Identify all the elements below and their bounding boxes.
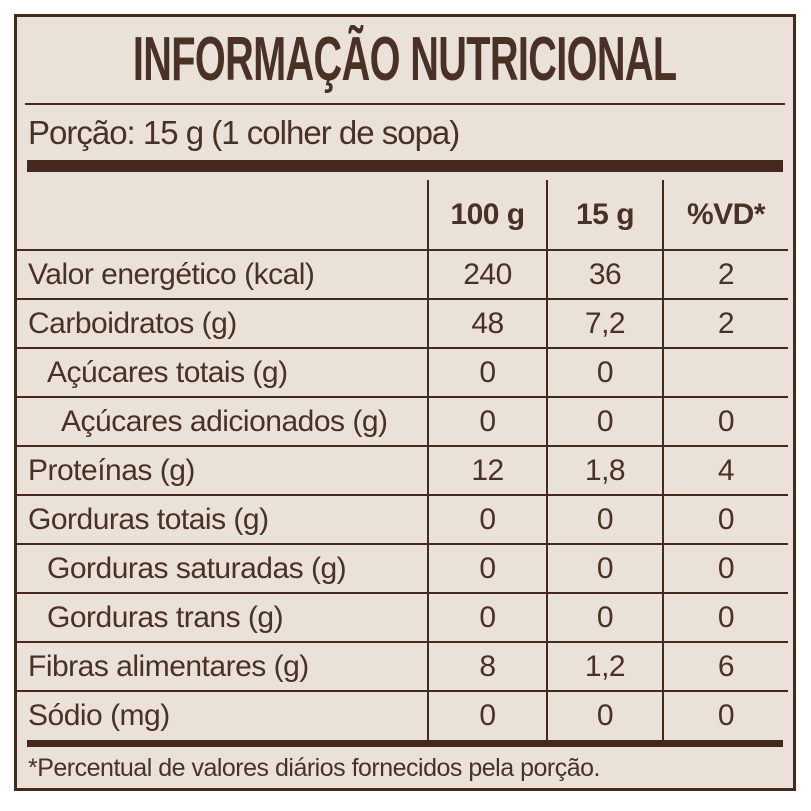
row-label: Gorduras trans (g) xyxy=(17,592,428,642)
value-15g: 0 xyxy=(546,347,663,397)
value-15g: 0 xyxy=(546,494,663,544)
column-header-100g: 100 g xyxy=(427,180,547,250)
table-row: Carboidratos (g) 48 7,2 2 xyxy=(17,298,788,348)
value-100g: 8 xyxy=(427,641,547,691)
label-title: INFORMAÇÃO NUTRICIONAL xyxy=(133,25,677,94)
row-label: Açúcares totais (g) xyxy=(17,347,428,397)
value-vd: 6 xyxy=(662,641,788,691)
value-15g: 1,8 xyxy=(546,445,663,495)
table-row: Valor energético (kcal) 240 36 2 xyxy=(17,249,788,299)
value-vd: 0 xyxy=(662,494,788,544)
label-header: INFORMAÇÃO NUTRICIONAL xyxy=(17,17,793,103)
nutrition-label: INFORMAÇÃO NUTRICIONAL Porção: 15 g (1 c… xyxy=(14,14,796,791)
row-label: Sódio (mg) xyxy=(17,690,428,740)
column-header-empty xyxy=(17,180,428,250)
nutrition-table: 100 g 15 g %VD* Valor energético (kcal) 2… xyxy=(17,180,788,740)
value-100g: 0 xyxy=(427,543,547,593)
row-label: Açúcares adicionados (g) xyxy=(17,396,428,446)
row-label: Gorduras totais (g) xyxy=(17,494,428,544)
table-row: Gorduras totais (g) 0 0 0 xyxy=(17,494,788,544)
column-header-vd: %VD* xyxy=(662,180,788,250)
value-15g: 0 xyxy=(546,690,663,740)
value-100g: 12 xyxy=(427,445,547,495)
table-row: Fibras alimentares (g) 8 1,2 6 xyxy=(17,641,788,691)
value-vd: 0 xyxy=(662,543,788,593)
bottom-thick-bar xyxy=(27,740,783,747)
value-15g: 0 xyxy=(546,543,663,593)
serving-size-text: Porção: 15 g (1 colher de sopa) xyxy=(28,113,460,151)
value-100g: 0 xyxy=(427,592,547,642)
value-vd xyxy=(662,347,788,397)
table-row: Gorduras saturadas (g) 0 0 0 xyxy=(17,543,788,593)
title-divider xyxy=(25,103,785,105)
table-row: Sódio (mg) 0 0 0 xyxy=(17,690,788,740)
table-row: Proteínas (g) 12 1,8 4 xyxy=(17,445,788,495)
value-100g: 0 xyxy=(427,690,547,740)
value-100g: 240 xyxy=(427,249,547,299)
row-label: Valor energético (kcal) xyxy=(17,249,428,299)
table-row: Açúcares totais (g) 0 0 xyxy=(17,347,788,397)
value-15g: 0 xyxy=(546,592,663,642)
footnote: *Percentual de valores diários fornecido… xyxy=(28,753,600,782)
value-vd: 2 xyxy=(662,249,788,299)
value-100g: 0 xyxy=(427,494,547,544)
value-100g: 48 xyxy=(427,298,547,348)
table-row: Gorduras trans (g) 0 0 0 xyxy=(17,592,788,642)
row-label: Carboidratos (g) xyxy=(17,298,428,348)
value-vd: 4 xyxy=(662,445,788,495)
column-header-15g: 15 g xyxy=(546,180,663,250)
value-vd: 2 xyxy=(662,298,788,348)
table-body: Valor energético (kcal) 240 36 2 Carboidrato… xyxy=(17,249,788,740)
value-vd: 0 xyxy=(662,690,788,740)
top-thick-bar xyxy=(27,160,783,172)
value-15g: 7,2 xyxy=(546,298,663,348)
row-label: Gorduras saturadas (g) xyxy=(17,543,428,593)
value-15g: 1,2 xyxy=(546,641,663,691)
value-vd: 0 xyxy=(662,396,788,446)
value-15g: 0 xyxy=(546,396,663,446)
value-100g: 0 xyxy=(427,347,547,397)
value-100g: 0 xyxy=(427,396,547,446)
row-label: Proteínas (g) xyxy=(17,445,428,495)
value-15g: 36 xyxy=(546,249,663,299)
table-row: Açúcares adicionados (g) 0 0 0 xyxy=(17,396,788,446)
table-header-row: 100 g 15 g %VD* xyxy=(17,180,788,250)
row-label: Fibras alimentares (g) xyxy=(17,641,428,691)
value-vd: 0 xyxy=(662,592,788,642)
